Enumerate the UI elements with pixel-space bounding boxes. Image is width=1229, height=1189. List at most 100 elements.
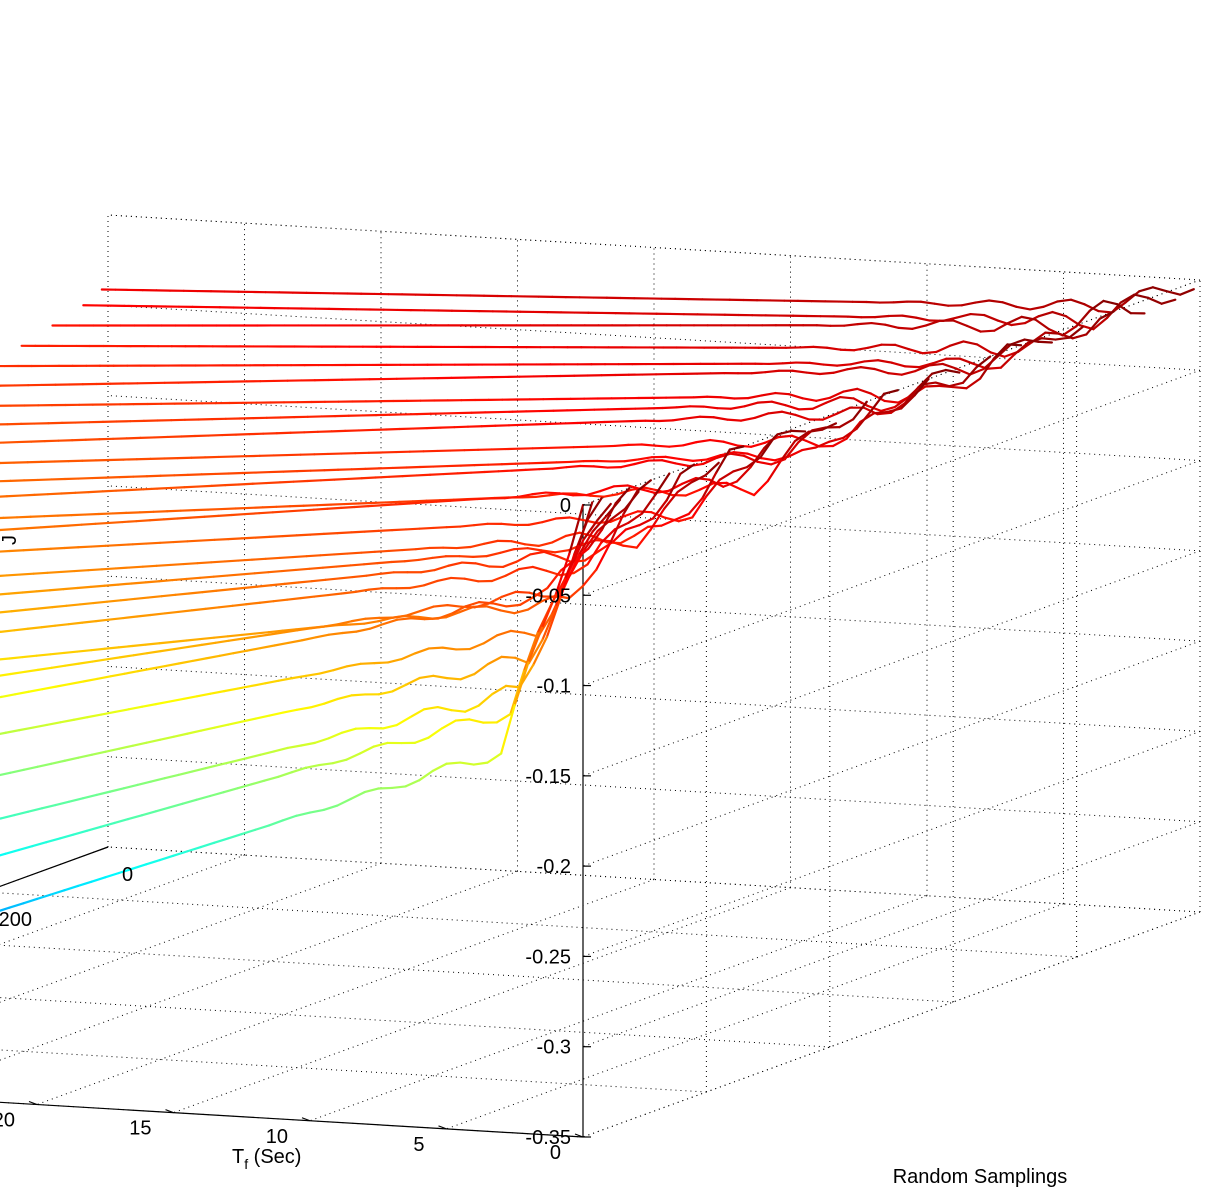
series-segment [13,810,30,817]
series-segment [208,791,225,798]
series-segment [177,659,194,665]
series-segment [587,528,604,550]
series-curve [0,498,622,735]
series-segment [821,422,838,431]
series-segment [894,343,910,351]
series-segment [108,616,125,621]
series-segment [136,667,153,673]
series-segment [227,832,243,840]
series-segment [510,468,527,472]
series-segment [815,396,832,402]
series-segment [403,558,420,563]
series-segment [76,649,93,653]
series-segment [380,503,397,507]
series-segment [709,438,725,443]
series-segment [341,727,357,734]
series-segment [838,418,855,429]
series-segment [787,448,804,458]
series-segment [231,757,248,763]
series-segment [1040,337,1057,341]
series-segment [346,551,363,555]
series-segment [341,630,358,635]
series-segment [821,412,838,421]
series-segment [4,729,21,734]
series-segment [556,555,573,563]
series-segment [240,828,257,836]
series-curve [82,293,1177,331]
series-segment [551,534,568,544]
series-segment [295,706,312,711]
series-segment [127,814,143,821]
series-segment [367,504,384,508]
series-segment [1071,333,1088,340]
series-segment [59,569,76,574]
series-segment [1042,300,1059,308]
series-segment [354,588,371,593]
series-segment [873,314,890,319]
series-segment [661,406,678,410]
series-segment [240,536,257,540]
series-segment [1010,321,1027,327]
series-segment [130,581,147,585]
series-segment [398,500,414,503]
series-segment [39,525,56,529]
series-segment [172,540,189,544]
tick-labels: 0-0.05-0.1-0.15-0.2-0.25-0.3-0.350510152… [0,495,591,1164]
series-segment [335,564,352,568]
y-tick-label: 20 [0,1110,15,1132]
series-segment [930,368,947,375]
series-segment [163,773,180,780]
series-segment [250,682,267,688]
series-segment [213,723,230,729]
series-segment [716,407,732,410]
series-segment [212,574,229,578]
series-segment [374,475,391,479]
series-group [0,286,1195,912]
series-segment [234,506,251,510]
series-segment [363,787,380,794]
series-segment [927,362,944,367]
series-segment [240,632,257,637]
series-segment [992,343,1009,360]
series-segment [164,662,180,668]
series-segment [831,437,848,448]
series-segment [196,484,213,488]
series-segment [174,592,191,596]
series-segment [430,555,447,560]
series-segment [418,674,435,680]
series-segment [114,566,131,570]
series-segment [855,410,872,430]
series-segment [345,662,362,668]
series-segment [739,416,756,422]
series-segment [396,617,412,621]
series-segment [712,416,729,421]
series-segment [500,704,516,755]
series-segment [54,623,70,627]
series-segment [409,708,426,719]
series-segment [109,672,126,678]
series-curve [0,487,631,699]
series-segment [199,841,216,849]
series-segment [421,500,438,504]
x-tick-label: 0 [122,864,133,886]
side-wall-grid-line [582,730,1201,957]
series-segment [309,702,326,709]
series-segment [732,451,749,455]
x-tick-label: 200 [0,909,32,931]
series-segment [777,434,794,439]
series-segment [692,395,709,399]
series-segment [1001,301,1018,308]
series-curve [0,501,594,857]
series-segment [1056,298,1073,303]
series-segment [401,474,418,478]
series-segment [445,610,461,619]
series-segment [7,591,24,595]
series-segment [667,482,684,492]
series-segment [608,512,625,545]
series-segment [4,848,21,855]
series-segment [531,565,548,572]
series-segment [654,444,671,448]
series-segment [94,618,111,623]
series-segment [217,513,233,517]
series-segment [965,377,982,390]
